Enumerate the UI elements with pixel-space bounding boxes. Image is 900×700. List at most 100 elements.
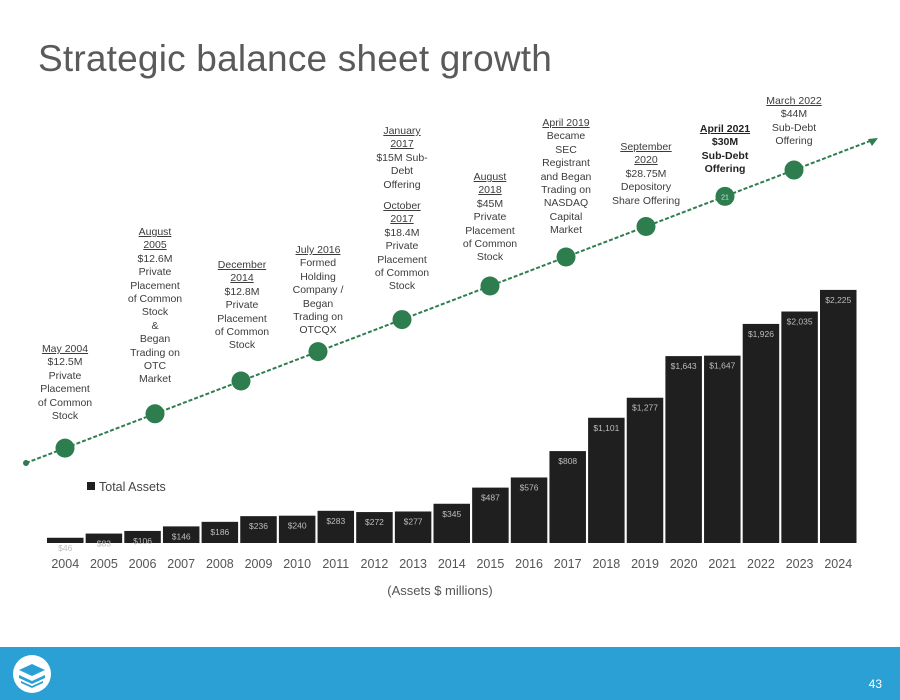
x-tick-2009: 2009	[245, 557, 273, 571]
timeline-arrowhead-icon	[868, 138, 878, 146]
milestone-note-m2017: January 2017 $15M Sub- Debt Offering Octob…	[366, 125, 438, 294]
x-tick-2004: 2004	[51, 557, 79, 571]
bar-2004	[47, 537, 84, 543]
milestone-heading: March 2022	[766, 95, 822, 107]
footer-bar: 43	[0, 647, 900, 700]
milestone-body: $15M Sub- Debt Offering	[376, 151, 428, 191]
milestone-note-m2021: April 2021 $30M Sub-Debt Offering	[689, 123, 761, 177]
milestone-heading: August 2005	[138, 226, 172, 252]
x-tick-2019: 2019	[631, 557, 659, 571]
bar-label-2024: $2,225	[825, 295, 851, 305]
milestone-dot-m2005	[145, 404, 165, 424]
milestone-note-m2014: December 2014 $12.8M Private Placement of…	[206, 259, 278, 353]
bar-2011	[317, 510, 355, 543]
bar-2017	[549, 451, 586, 543]
milestone-heading: December 2014	[217, 259, 267, 285]
milestone-note-m2018: August 2018 $45M Private Placement of Com…	[454, 171, 526, 265]
milestone-dot-label: 21	[721, 194, 729, 201]
x-tick-2024: 2024	[824, 557, 852, 571]
milestone-body: $30M Sub-Debt Offering	[701, 136, 749, 176]
x-tick-2008: 2008	[206, 557, 234, 571]
page-title: Strategic balance sheet growth	[38, 38, 553, 79]
milestone-heading: May 2004	[41, 343, 89, 355]
milestone-heading: January 2017	[383, 125, 421, 151]
milestone-dot-m2004	[55, 438, 75, 458]
page-number: 43	[868, 677, 882, 691]
bar-2014	[433, 503, 470, 543]
bar-2020	[665, 356, 702, 543]
bar-label-2021: $1,647	[709, 361, 735, 371]
company-logo-icon	[13, 655, 51, 693]
bar-label-2014: $345	[442, 509, 461, 519]
x-tick-2013: 2013	[399, 557, 427, 571]
milestone-dot-m2021	[715, 186, 735, 206]
milestone-heading: April 2019	[542, 117, 590, 129]
bar-label-2009: $236	[249, 521, 268, 531]
x-tick-2005: 2005	[90, 557, 118, 571]
x-tick-2010: 2010	[283, 557, 311, 571]
milestone-note-m2020: September 2020 $28.75M Depository Share O…	[596, 141, 696, 208]
milestone-dot-m2014	[231, 371, 251, 391]
bar-2018	[588, 417, 625, 543]
bar-2015	[472, 487, 509, 543]
milestone-body: $45M Private Placement of Common Stock	[462, 197, 518, 264]
bar-label-2018: $1,101	[593, 423, 619, 433]
x-tick-2020: 2020	[670, 557, 698, 571]
total-assets-chart: $46 2004 $83 2005 $106 2006 $146 2007 $186 2008 $2…	[23, 138, 878, 598]
x-tick-2023: 2023	[786, 557, 814, 571]
bar-2019	[626, 397, 664, 543]
bar-label-2022: $1,926	[748, 329, 774, 339]
bar-label-2010: $240	[288, 521, 307, 531]
x-tick-2017: 2017	[554, 557, 582, 571]
milestone-body: $12.5M Private Placement of Common Stock	[37, 356, 93, 423]
milestone-note-m2022: March 2022 $44M Sub-Debt Offering	[758, 95, 830, 149]
bar-label-2012: $272	[365, 517, 384, 527]
legend-swatch	[87, 482, 95, 490]
bar-2010	[278, 515, 316, 543]
bar-2007	[162, 526, 200, 543]
milestone-body: Became SEC Registrant and Began Trading …	[540, 130, 592, 237]
bar-2009	[240, 516, 277, 543]
bar-label-2005: $83	[97, 539, 111, 549]
bar-2008	[201, 521, 239, 543]
milestone-body: $12.6M Private Placement of Common Stock…	[127, 252, 183, 386]
bar-label-2020: $1,643	[671, 361, 697, 371]
x-tick-2012: 2012	[361, 557, 389, 571]
bar-label-2017: $808	[558, 456, 577, 466]
bar-2005	[85, 533, 123, 543]
milestone-note-m2005: August 2005 $12.6M Private Placement of C…	[119, 226, 191, 387]
milestone-note-m2016: July 2016 Formed Holding Company / Began …	[282, 244, 354, 338]
milestone-dot-m2018	[480, 276, 500, 296]
milestone-heading: August 2018	[473, 171, 507, 197]
bar-2016	[510, 477, 548, 543]
timeline-start-dot	[23, 460, 29, 466]
x-tick-2006: 2006	[129, 557, 157, 571]
x-tick-2022: 2022	[747, 557, 775, 571]
x-tick-2011: 2011	[322, 557, 349, 571]
x-tick-2016: 2016	[515, 557, 543, 571]
milestone-body: $12.8M Private Placement of Common Stock	[214, 285, 270, 352]
bar-2012	[356, 512, 393, 543]
bar-2023	[781, 311, 818, 543]
milestone-heading: July 2016	[295, 244, 341, 256]
milestone-heading: September 2020	[620, 141, 672, 167]
bar-label-2019: $1,277	[632, 403, 658, 413]
bar-2006	[124, 530, 161, 543]
milestone-note-m2019: April 2019 Became SEC Registrant and Bega…	[530, 117, 602, 238]
x-tick-2018: 2018	[592, 557, 620, 571]
milestone-body: Formed Holding Company / Began Trading o…	[292, 257, 344, 337]
x-axis-label: (Assets $ millions)	[387, 583, 492, 598]
legend-label: Total Assets	[99, 480, 166, 494]
milestone-dot-m2020	[636, 216, 656, 236]
bar-2013	[394, 511, 432, 543]
milestone-heading: October 2017	[383, 200, 421, 226]
x-tick-2007: 2007	[167, 557, 195, 571]
milestone-dot-m2017	[392, 310, 412, 330]
milestone-body: $44M Sub-Debt Offering	[771, 108, 817, 148]
bar-2024	[820, 289, 857, 543]
bar-label-2016: $576	[520, 482, 539, 492]
bar-2021	[704, 355, 741, 543]
bar-label-2007: $146	[172, 531, 191, 541]
bar-label-2008: $186	[210, 527, 229, 537]
milestone-body: $28.75M Depository Share Offering	[611, 167, 681, 207]
